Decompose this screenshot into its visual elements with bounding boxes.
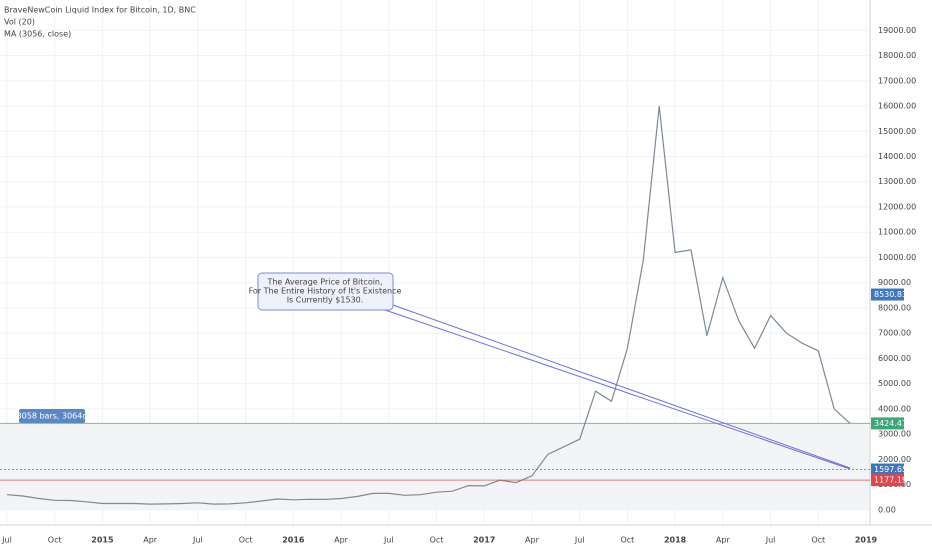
price-tag-label: 1597.65 (874, 465, 907, 474)
x-tick-label: Jul (1, 536, 12, 545)
x-tick-label: 2016 (282, 536, 305, 545)
y-tick-label: 10000.00 (878, 253, 916, 262)
y-tick-label: 8000.00 (878, 303, 911, 312)
x-tick-label: 2017 (473, 536, 495, 545)
x-tick-label: Jul (574, 536, 585, 545)
y-tick-label: 12000.00 (878, 202, 916, 211)
x-tick-label: Apr (334, 536, 349, 545)
y-tick-label: 15000.00 (878, 127, 916, 136)
y-tick-label: 4000.00 (878, 404, 911, 413)
x-tick-label: 2018 (664, 536, 687, 545)
price-tag (871, 463, 904, 476)
x-tick-label: Oct (239, 536, 253, 545)
price-tag (871, 474, 904, 487)
y-tick-label: 17000.00 (878, 76, 916, 85)
x-tick-label: 2019 (855, 536, 878, 545)
indicator-label: Vol (20) (4, 18, 35, 27)
y-tick-label: 9000.00 (878, 278, 911, 287)
annotation-text: Is Currently $1530. (287, 296, 364, 305)
x-tick-label: Apr (716, 536, 731, 545)
chart-title: BraveNewCoin Liquid Index for Bitcoin, 1… (4, 6, 196, 15)
y-tick-label: 2000.00 (878, 455, 911, 464)
x-tick-label: Oct (430, 536, 444, 545)
x-tick-label: Jul (383, 536, 394, 545)
x-tick-label: Oct (620, 536, 634, 545)
indicator-label: MA (3056, close) (4, 30, 71, 39)
price-tag (871, 288, 904, 301)
price-tag-label: 1177.19 (874, 476, 907, 485)
price-tag (871, 417, 904, 430)
annotation-box (257, 272, 394, 311)
y-tick-label: 19000.00 (878, 26, 916, 35)
y-tick-label: 3000.00 (878, 430, 911, 439)
price-line (6, 105, 851, 505)
x-tick-label: Jul (192, 536, 203, 545)
annotation-text: The Average Price of Bitcoin, (266, 278, 382, 287)
measure-range (0, 423, 870, 510)
y-tick-label: 0.00 (878, 505, 896, 514)
x-tick-label: Apr (143, 536, 158, 545)
y-tick-label: 5000.00 (878, 379, 911, 388)
measure-box (19, 409, 85, 423)
annotation-arrow (384, 309, 851, 470)
annotation-arrow (392, 304, 851, 469)
y-tick-label: 14000.00 (878, 152, 916, 161)
y-tick-label: 18000.00 (878, 51, 916, 60)
y-tick-label: 7000.00 (878, 329, 911, 338)
measure-label: 3058 bars, 3064d (17, 412, 88, 421)
y-tick-label: 11000.00 (878, 228, 916, 237)
x-tick-label: Jul (765, 536, 776, 545)
price-tag-label: 8530.83 (874, 290, 907, 299)
x-tick-label: Oct (811, 536, 825, 545)
x-tick-label: Apr (525, 536, 540, 545)
y-tick-label: 13000.00 (878, 177, 916, 186)
y-tick-label: 16000.00 (878, 102, 916, 111)
x-tick-label: Oct (48, 536, 62, 545)
annotation-text: For The Entire History of It's Existence (249, 287, 402, 296)
y-tick-label: 6000.00 (878, 354, 911, 363)
price-tag-label: 3424.47 (874, 419, 907, 428)
x-tick-label: 2015 (91, 536, 114, 545)
